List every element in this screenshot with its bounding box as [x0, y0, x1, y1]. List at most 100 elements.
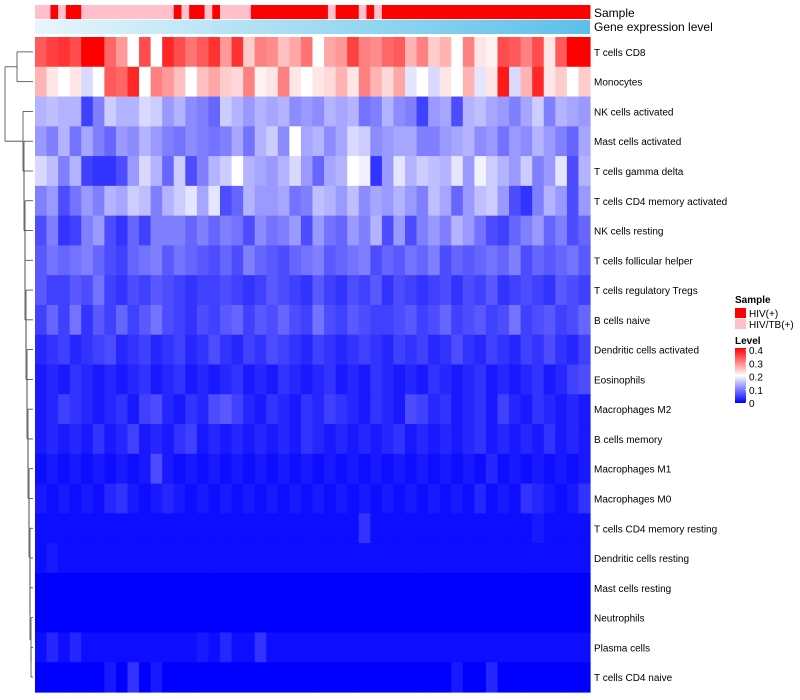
heatmap-cell	[231, 245, 244, 276]
heatmap-cell	[509, 126, 522, 157]
heatmap-cell	[300, 662, 314, 693]
heatmap-cell	[92, 304, 105, 336]
heatmap-cell	[566, 662, 580, 693]
heatmap-cell	[509, 334, 522, 366]
heatmap-cell	[428, 543, 441, 574]
sample-annotation-cell	[458, 5, 468, 19]
heatmap-cell	[81, 602, 94, 634]
heatmap-cell	[428, 602, 441, 634]
heatmap-cell	[277, 245, 290, 276]
heatmap-cell	[35, 304, 48, 336]
heatmap-cell	[69, 96, 82, 127]
heatmap-cell	[578, 66, 591, 98]
heatmap-cell	[150, 453, 163, 485]
sample-annotation-cell	[35, 5, 44, 19]
heatmap-cell	[243, 126, 256, 157]
heatmap-cell	[115, 275, 129, 306]
heatmap-cell	[474, 275, 487, 306]
heatmap-cell	[35, 602, 48, 634]
heatmap-cell	[104, 156, 117, 187]
heatmap-cell	[220, 215, 233, 247]
heatmap-cell	[277, 394, 290, 425]
heatmap-cell	[462, 602, 475, 634]
heatmap-cell	[555, 394, 568, 425]
heatmap-cell	[127, 275, 140, 306]
heatmap-cell	[81, 572, 94, 604]
heatmap-cell	[555, 37, 568, 68]
heatmap-cell	[393, 215, 406, 247]
heatmap-cell	[347, 572, 360, 604]
heatmap-cell	[335, 424, 348, 455]
heatmap-cell	[243, 275, 256, 306]
heatmap-cell	[485, 96, 499, 127]
sample-annotation-cell	[127, 5, 136, 19]
heatmap-cell	[254, 37, 267, 68]
heatmap-cell	[555, 66, 568, 98]
heatmap-cell	[58, 632, 71, 663]
heatmap-cell	[162, 453, 175, 485]
legend-level-title: Level	[735, 336, 761, 347]
heatmap-cell	[370, 424, 383, 455]
heatmap-cell	[312, 453, 325, 485]
heatmap-cell	[220, 543, 233, 574]
heatmap-cell	[566, 424, 580, 455]
heatmap-cell	[220, 275, 233, 306]
legend-tick-label: 0.1	[749, 386, 763, 397]
heatmap-cell	[416, 185, 429, 217]
heatmap-cell	[231, 424, 244, 455]
heatmap-cell	[254, 334, 267, 366]
heatmap-cell	[58, 275, 71, 306]
heatmap-cell	[405, 424, 418, 455]
heatmap-cell	[92, 275, 105, 306]
sample-annotation-cell	[166, 5, 175, 19]
heatmap-cell	[347, 513, 360, 544]
heatmap-cell	[92, 424, 105, 455]
heatmap-cell	[566, 185, 580, 217]
row-label: Dendritic cells resting	[594, 554, 689, 565]
heatmap-cell	[474, 304, 487, 336]
heatmap-cell	[497, 662, 510, 693]
heatmap-cell	[393, 245, 406, 276]
heatmap-cell	[92, 245, 105, 276]
heatmap-cell	[393, 96, 406, 127]
heatmap-cell	[462, 185, 475, 217]
heatmap-cell	[139, 185, 152, 217]
heatmap-cell	[266, 215, 279, 247]
heatmap-cell	[485, 424, 499, 455]
heatmap-cell	[566, 215, 580, 247]
heatmap-cell	[289, 662, 302, 693]
heatmap-cell	[46, 126, 59, 157]
heatmap-cell	[405, 334, 418, 366]
heatmap-cell	[312, 37, 325, 68]
heatmap-cell	[208, 394, 221, 425]
heatmap-cell	[543, 394, 556, 425]
heatmap-cell	[451, 364, 464, 395]
heatmap-cell	[439, 156, 452, 187]
heatmap-cell	[185, 394, 198, 425]
heatmap-cell	[497, 156, 510, 187]
heatmap-cell	[532, 394, 545, 425]
heatmap-cell	[381, 37, 395, 68]
heatmap-cell	[243, 453, 256, 485]
heatmap-cell	[381, 543, 395, 574]
heatmap-cell	[347, 334, 360, 366]
heatmap-cell	[162, 245, 175, 276]
heatmap-cell	[81, 513, 94, 544]
row-label: Macrophages M0	[594, 495, 672, 506]
heatmap-cell	[127, 483, 140, 514]
heatmap-cell	[474, 543, 487, 574]
sample-annotation-cell	[428, 5, 437, 19]
heatmap-cell	[370, 483, 383, 514]
legend-entry-label: HIV(+)	[749, 309, 778, 320]
heatmap-cell	[532, 96, 545, 127]
heatmap-cell	[358, 424, 371, 455]
heatmap-cell	[381, 572, 395, 604]
heatmap-cell	[150, 662, 163, 693]
heatmap-cell	[139, 483, 152, 514]
heatmap-cell	[462, 662, 475, 693]
annotation-label-sample: Sample	[594, 6, 635, 20]
heatmap-cell	[46, 275, 59, 306]
heatmap-cell	[92, 364, 105, 395]
row-label: Dendritic cells activated	[594, 346, 699, 357]
